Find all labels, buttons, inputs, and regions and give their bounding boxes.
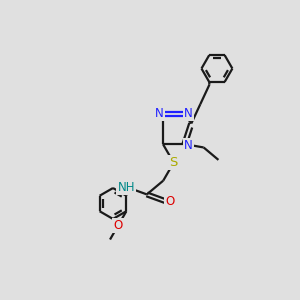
Text: N: N (184, 139, 193, 152)
Text: O: O (114, 219, 123, 232)
Text: O: O (165, 194, 175, 208)
Text: N: N (184, 106, 193, 120)
Text: NH: NH (117, 181, 135, 194)
Text: S: S (169, 156, 178, 169)
Text: N: N (155, 106, 164, 120)
